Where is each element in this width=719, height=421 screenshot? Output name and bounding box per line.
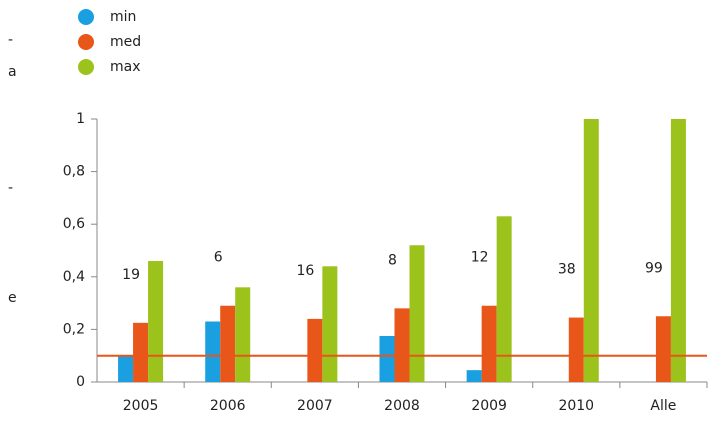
bar — [118, 355, 134, 382]
annotation: 8 — [388, 252, 397, 268]
bar — [568, 317, 584, 382]
bar — [235, 287, 251, 382]
bar — [307, 318, 323, 382]
bar — [409, 245, 425, 382]
legend-swatch — [78, 9, 94, 25]
side-fragment: - — [8, 32, 13, 48]
annotation: 6 — [214, 250, 223, 266]
bar — [583, 119, 599, 382]
bar — [205, 321, 221, 382]
x-tick-label: 2005 — [123, 398, 159, 414]
bar — [220, 305, 236, 382]
x-tick-label: 2008 — [384, 398, 420, 414]
legend-label: max — [110, 59, 141, 75]
x-tick-label: 2007 — [297, 398, 333, 414]
bar — [379, 335, 395, 382]
bar — [466, 370, 482, 382]
legend-swatch — [78, 59, 94, 75]
x-tick-label: 2009 — [471, 398, 507, 414]
y-tick-label: 0 — [76, 374, 85, 390]
side-fragment: a — [8, 64, 17, 80]
annotation: 16 — [296, 263, 314, 279]
annotation: 99 — [645, 260, 663, 276]
bar — [394, 308, 410, 382]
bar — [496, 216, 512, 382]
x-tick-label: 2010 — [558, 398, 594, 414]
bar — [322, 266, 338, 382]
side-fragment: e — [8, 290, 17, 306]
y-tick-label: 0,6 — [63, 216, 85, 232]
y-tick-label: 0,2 — [63, 321, 85, 337]
bar — [655, 316, 671, 382]
bar — [670, 119, 686, 382]
legend-label: min — [110, 9, 136, 25]
bar — [133, 322, 149, 382]
legend-swatch — [78, 34, 94, 50]
side-fragment: - — [8, 180, 13, 196]
bar — [481, 305, 497, 382]
legend-label: med — [110, 34, 141, 50]
bar — [148, 261, 164, 382]
y-tick-label: 1 — [76, 111, 85, 127]
x-tick-label: 2006 — [210, 398, 246, 414]
y-tick-label: 0,4 — [63, 269, 85, 285]
x-tick-label: Alle — [650, 398, 676, 414]
annotation: 12 — [471, 250, 489, 266]
annotation: 19 — [122, 267, 140, 283]
y-tick-label: 0,8 — [63, 164, 85, 180]
annotation: 38 — [558, 262, 576, 278]
